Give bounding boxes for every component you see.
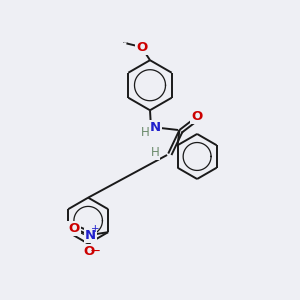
Text: N: N <box>85 229 96 242</box>
Text: methoxy: methoxy <box>123 41 129 43</box>
Text: N: N <box>150 122 161 134</box>
Text: O: O <box>83 245 94 258</box>
Text: O: O <box>68 222 80 235</box>
Text: O: O <box>191 110 202 123</box>
Text: +: + <box>92 224 100 234</box>
Text: H: H <box>141 125 150 139</box>
Text: −: − <box>90 244 101 257</box>
Text: O: O <box>136 41 147 54</box>
Text: H: H <box>151 146 160 159</box>
